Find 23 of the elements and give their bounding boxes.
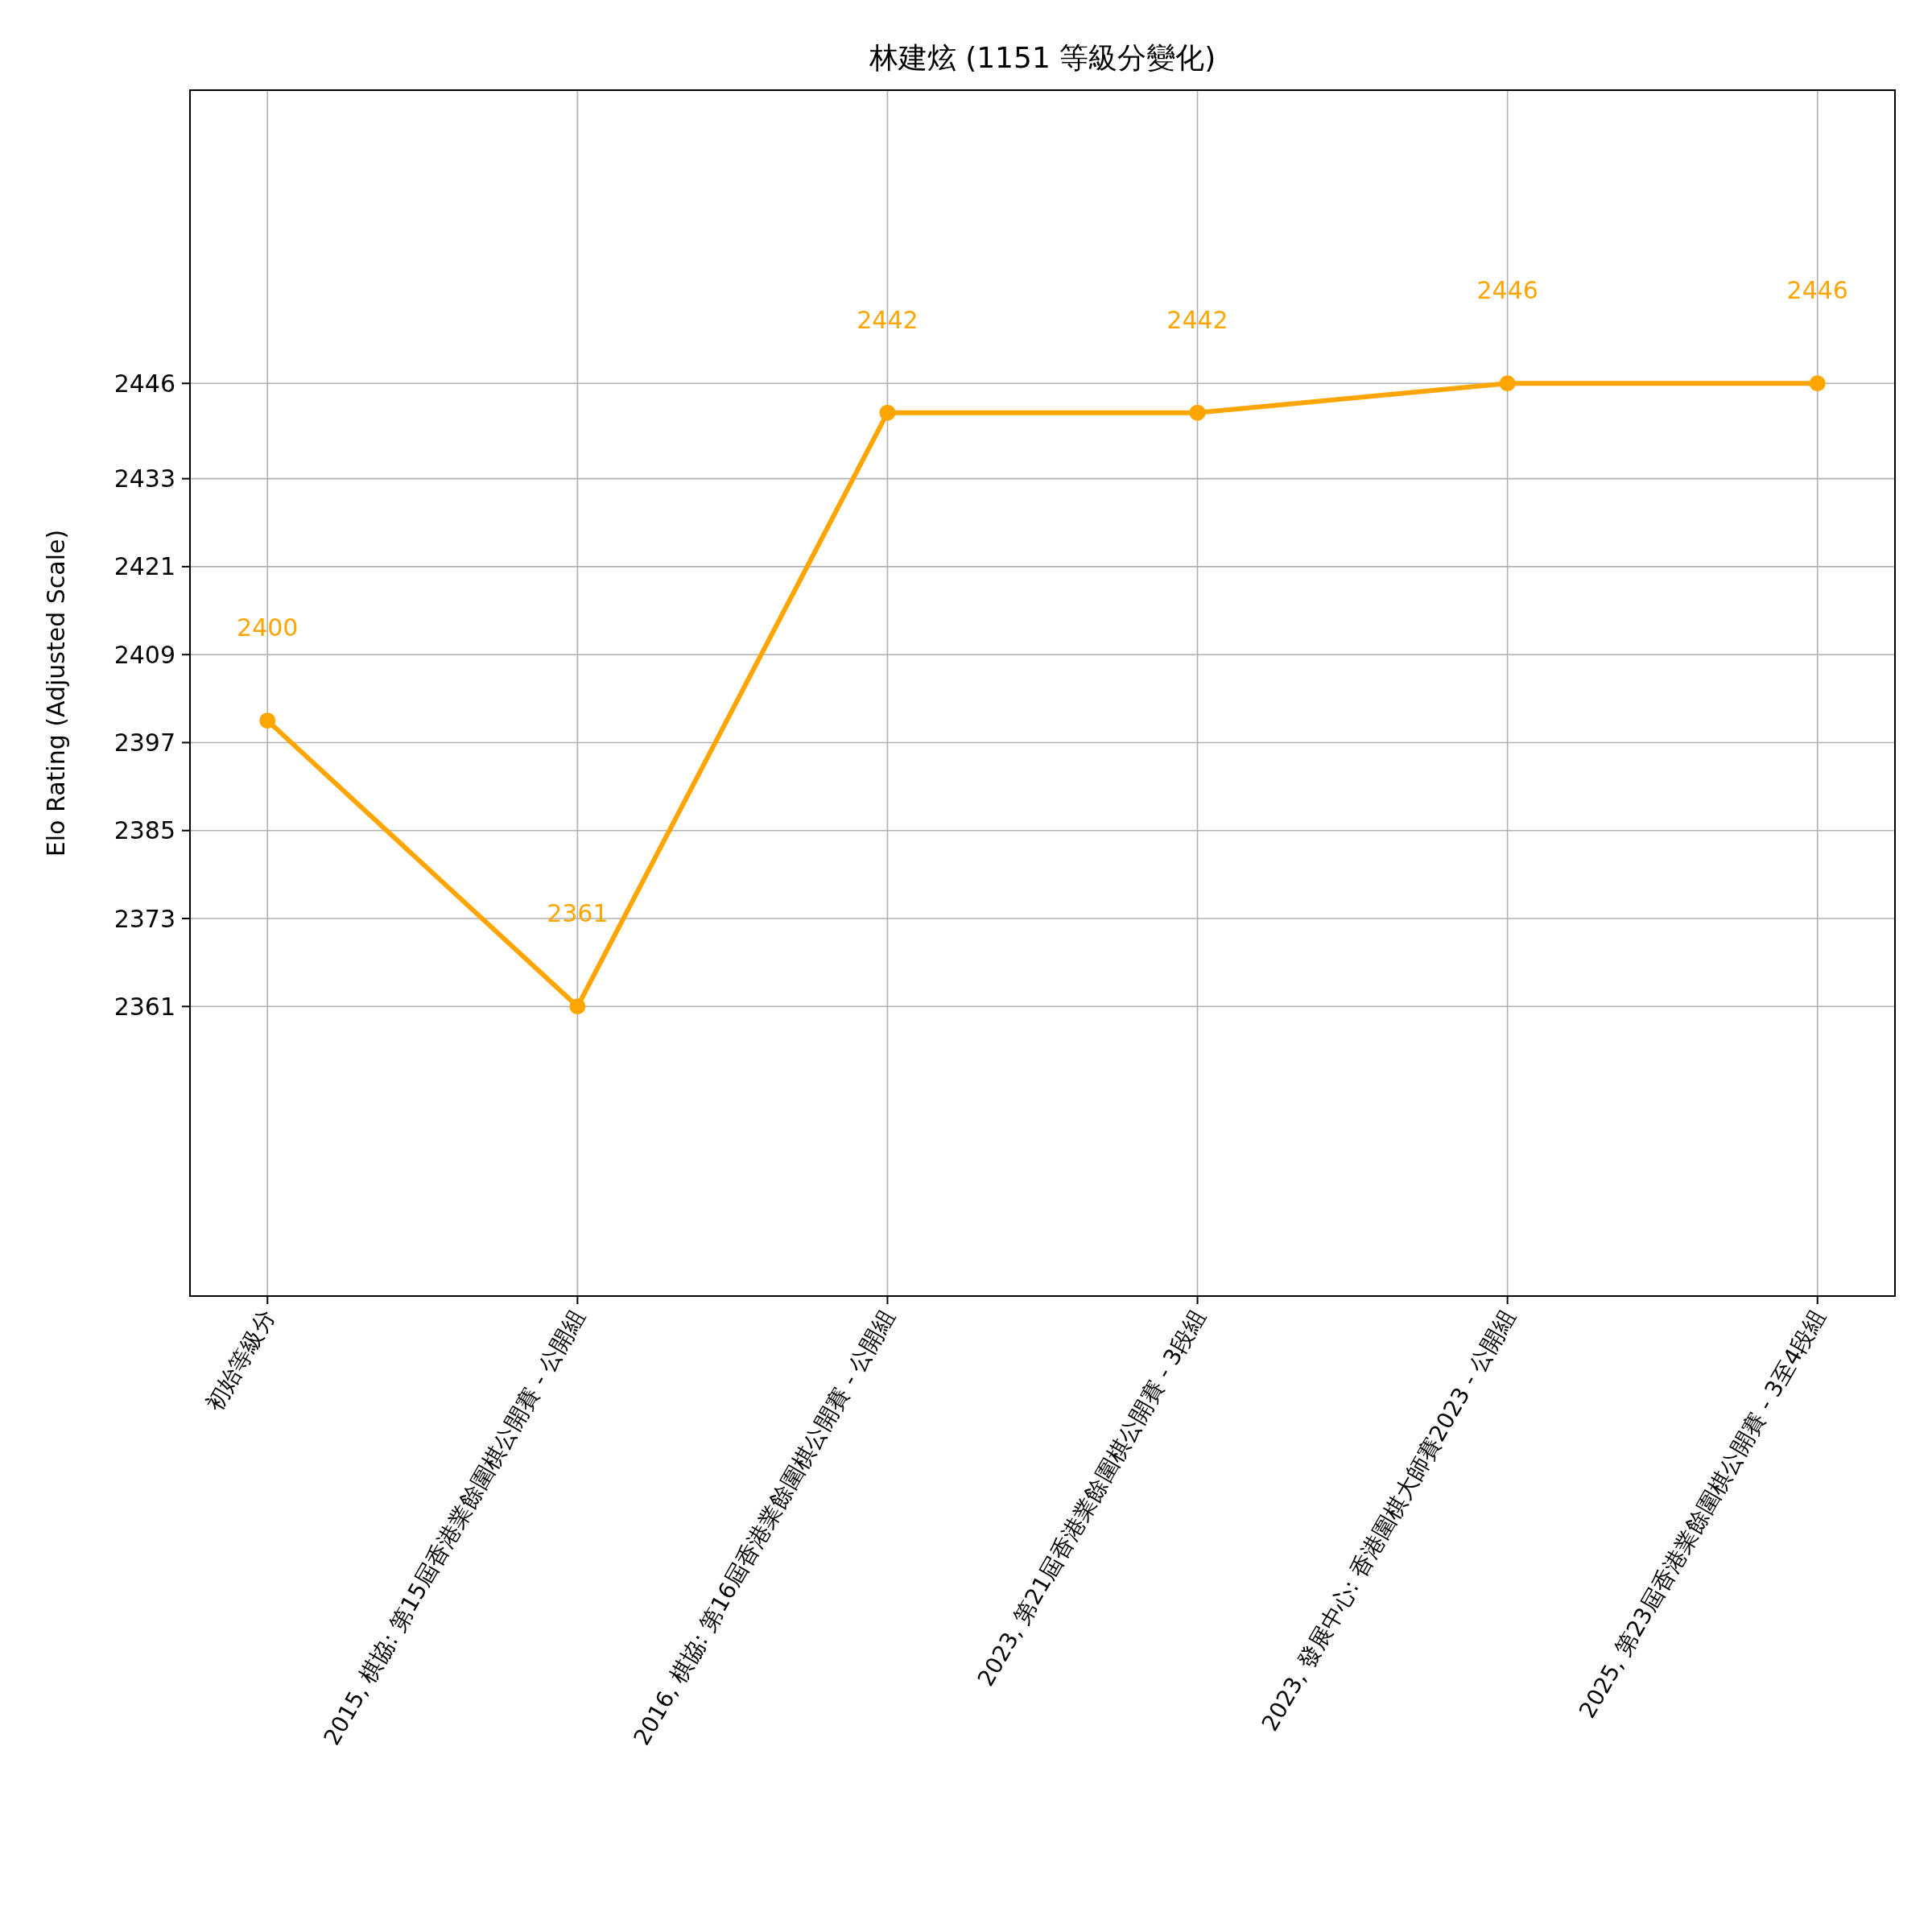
- point: [879, 404, 896, 421]
- y-tick-label: 2409: [114, 640, 175, 669]
- y-tick-label: 2385: [114, 816, 175, 845]
- point: [1809, 375, 1826, 392]
- chart-title: 林建炫 (1151 等級分變化): [868, 41, 1216, 74]
- data-label: 2442: [1166, 305, 1228, 334]
- point: [1499, 375, 1516, 392]
- point: [1189, 404, 1206, 421]
- data-label: 2442: [857, 305, 919, 334]
- y-axis-title: Elo Rating (Adjusted Scale): [42, 529, 70, 857]
- point: [569, 998, 586, 1015]
- y-tick-label: 2433: [114, 464, 175, 493]
- y-tick-label: 2421: [114, 552, 175, 581]
- y-tick-label: 2361: [114, 992, 175, 1021]
- y-tick-label: 2397: [114, 728, 175, 757]
- point: [259, 712, 276, 729]
- data-label: 2446: [1786, 276, 1848, 305]
- data-label: 2400: [237, 613, 299, 642]
- y-tick-label: 2446: [114, 369, 175, 398]
- x-tick-label: 初始等級分: [200, 1305, 281, 1416]
- data-label: 2446: [1476, 276, 1538, 305]
- y-tick-label: 2373: [114, 904, 175, 933]
- data-label: 2361: [547, 899, 609, 928]
